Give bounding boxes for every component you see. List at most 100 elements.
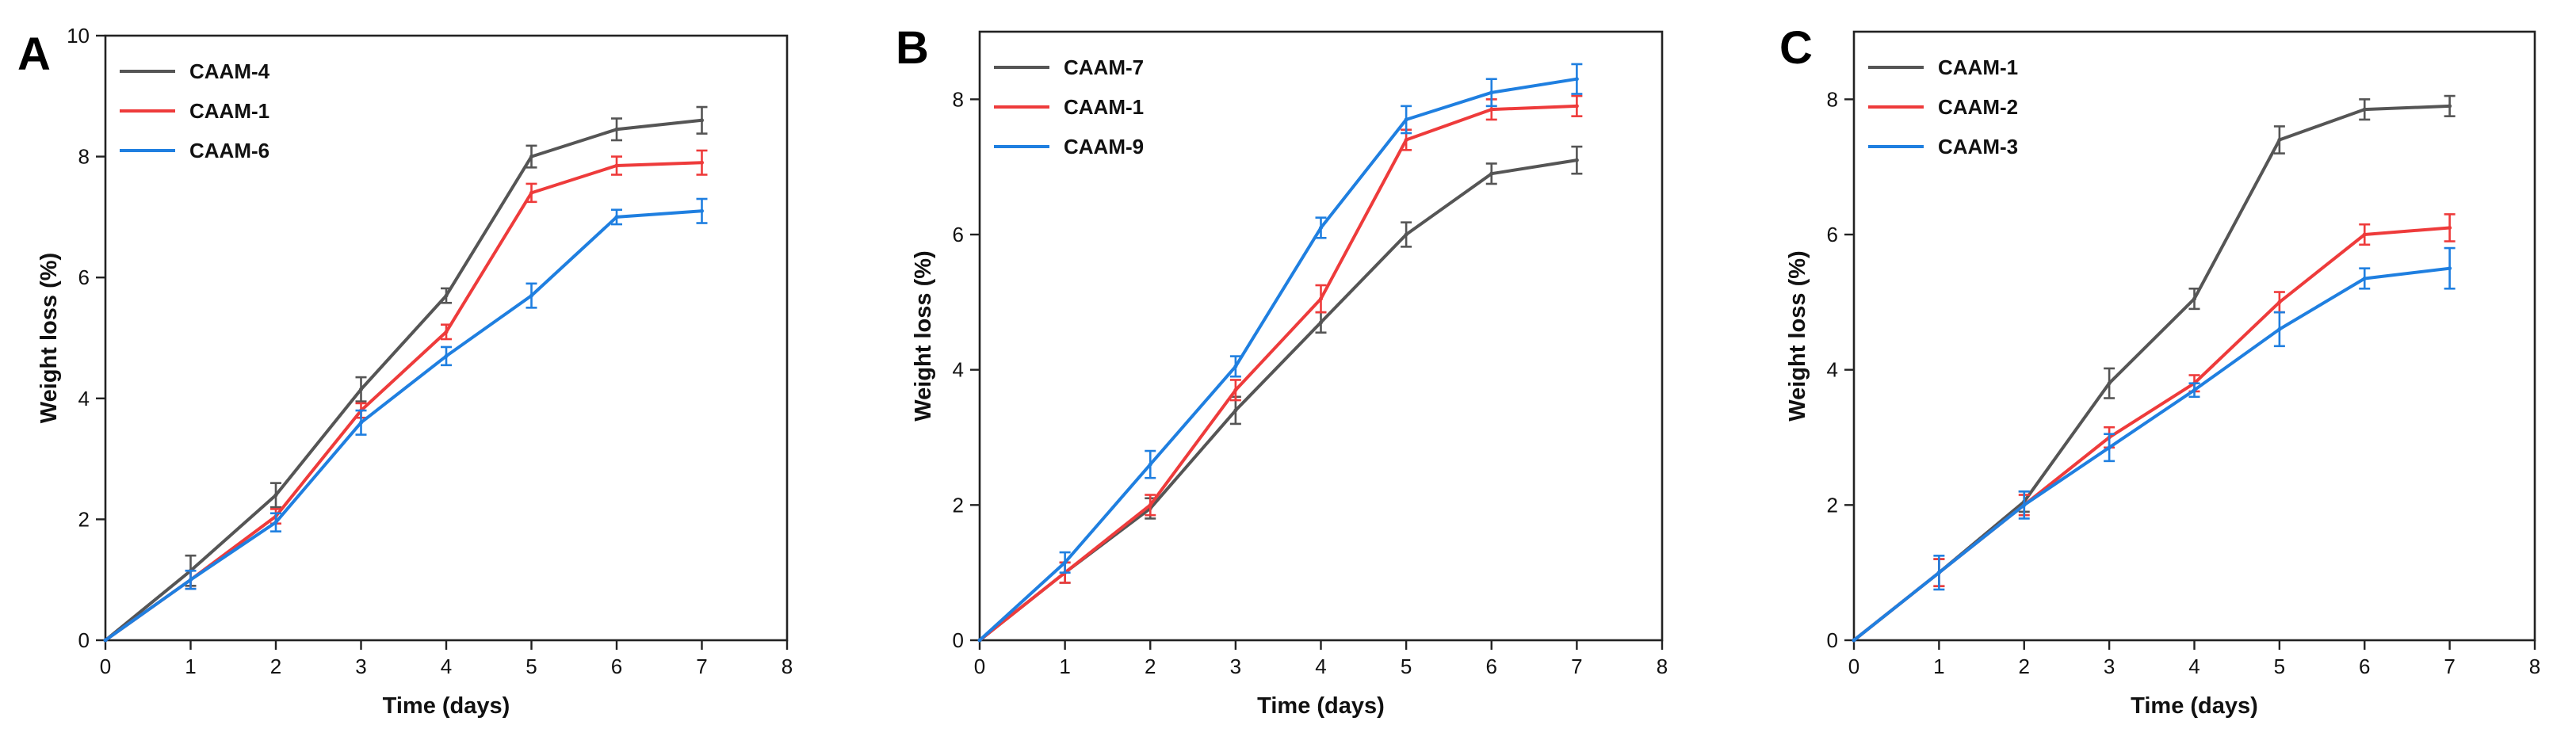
data-point [700, 160, 704, 165]
x-tick-label: 5 [526, 654, 537, 678]
data-point [2448, 104, 2452, 109]
y-tick-label: 2 [78, 507, 90, 531]
data-point [1233, 408, 1238, 413]
x-tick-label: 7 [696, 654, 707, 678]
panel-b: B 0 1 2 3 4 5 6 7 8 0 2 4 6 8 Time (days) Weight loss (%… [896, 22, 1668, 719]
data-point [2362, 276, 2367, 280]
y-tick-label: 2 [953, 493, 964, 517]
data-point [614, 163, 619, 168]
series-line-caam-2 [1852, 226, 2450, 642]
data-point [1319, 225, 1323, 230]
data-point [2022, 502, 2027, 507]
data-point [1489, 107, 1494, 112]
legend-entry: CAAM-1 [1868, 55, 2018, 79]
data-point [2192, 296, 2196, 301]
data-point [273, 493, 278, 498]
legend-label: CAAM-1 [1064, 95, 1144, 119]
data-point [1489, 171, 1494, 176]
data-point [1404, 117, 1408, 122]
x-axis-title: Time (days) [2131, 693, 2258, 719]
y-tick-label: 4 [953, 358, 964, 382]
x-tick-label: 6 [611, 654, 622, 678]
y-tick-label: 4 [78, 387, 90, 410]
data-point [103, 638, 108, 643]
x-tick-label: 2 [1145, 654, 1156, 678]
x-tick-label: 4 [1315, 654, 1326, 678]
legend-label: CAAM-2 [1938, 95, 2018, 119]
legend-entry: CAAM-1 [120, 99, 269, 123]
y-tick-label: 8 [953, 87, 964, 111]
panel-a: A 0 1 2 3 4 5 6 7 8 0 2 4 6 8 10 Time (days) Weight loss … [17, 24, 793, 719]
data-point [1852, 638, 1856, 643]
y-tick-label: 6 [1827, 223, 1838, 246]
x-tick-label: 0 [1848, 654, 1859, 678]
data-point [273, 520, 278, 525]
series-line-caam-6 [104, 209, 702, 642]
data-point [1404, 138, 1408, 143]
x-tick-label: 8 [2529, 654, 2540, 678]
data-point [2448, 225, 2452, 230]
legend-label: CAAM-1 [1938, 55, 2018, 79]
data-point [1574, 104, 1579, 109]
x-tick-label: 6 [2359, 654, 2370, 678]
x-tick-label: 7 [2444, 654, 2455, 678]
x-tick-label: 2 [270, 654, 281, 678]
data-point [444, 353, 449, 358]
data-point [2277, 138, 2282, 143]
x-tick-label: 0 [974, 654, 985, 678]
data-point [1148, 462, 1152, 467]
legend-entry: CAAM-7 [994, 55, 1144, 79]
x-tick-label: 1 [1059, 654, 1070, 678]
plot-frame [978, 30, 1664, 642]
data-point [529, 155, 533, 159]
data-point [529, 293, 533, 298]
x-tick-label: 1 [185, 654, 196, 678]
x-tick-label: 3 [2104, 654, 2115, 678]
y-tick-label: 4 [1827, 358, 1838, 382]
panel-label: A [17, 29, 51, 80]
data-point [2362, 107, 2367, 112]
y-tick-label: 8 [1827, 87, 1838, 111]
data-point [1063, 560, 1068, 565]
data-point [359, 420, 363, 425]
x-tick-label: 3 [355, 654, 366, 678]
data-point [359, 387, 363, 391]
y-tick-label: 0 [78, 628, 90, 652]
x-tick-label: 0 [100, 654, 111, 678]
y-tick-label: 0 [1827, 628, 1838, 652]
y-axis-title: Weight loss (%) [1785, 250, 1810, 421]
data-point [2362, 232, 2367, 237]
data-point [1319, 320, 1323, 325]
legend-label: CAAM-6 [189, 139, 269, 162]
x-tick-label: 4 [2188, 654, 2200, 678]
x-axis-title: Time (days) [383, 693, 510, 719]
data-point [444, 293, 449, 298]
data-point [1936, 571, 1941, 575]
data-point [1233, 387, 1238, 392]
series-line-caam-9 [978, 77, 1577, 642]
legend-label: CAAM-7 [1064, 55, 1144, 79]
panel-label: C [1779, 22, 1813, 74]
data-point [444, 330, 449, 334]
data-point [529, 190, 533, 195]
x-tick-label: 8 [782, 654, 793, 678]
legend-entry: CAAM-3 [1868, 135, 2018, 158]
panel-c: C 0 1 2 3 4 5 6 7 8 0 2 4 6 8 Time (days) Weight loss (%… [1779, 22, 2540, 719]
x-tick-label: 4 [441, 654, 452, 678]
x-tick-label: 7 [1571, 654, 1582, 678]
y-tick-label: 8 [78, 145, 90, 169]
data-point [2277, 326, 2282, 331]
y-tick-label: 0 [953, 628, 964, 652]
data-point [700, 208, 704, 213]
data-point [2192, 387, 2196, 392]
data-point [1233, 364, 1238, 368]
panel-label: B [896, 22, 929, 74]
series-line-caam-4 [104, 118, 702, 642]
y-tick-label: 6 [953, 223, 964, 246]
data-point [1404, 232, 1408, 237]
data-point [700, 118, 704, 123]
legend-label: CAAM-4 [189, 59, 270, 83]
x-tick-label: 8 [1657, 654, 1668, 678]
y-axis-title: Weight loss (%) [36, 253, 62, 423]
plot-frame [1852, 30, 2536, 642]
